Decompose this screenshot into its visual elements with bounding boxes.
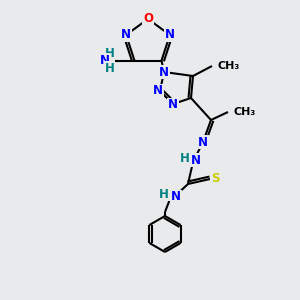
Text: N: N [100,54,110,67]
Text: H: H [180,152,190,164]
Text: N: N [165,28,175,41]
Text: N: N [121,28,131,41]
Text: CH₃: CH₃ [234,107,256,117]
Text: N: N [171,190,181,203]
Text: O: O [143,13,153,26]
Text: S: S [211,172,219,185]
Text: CH₃: CH₃ [218,61,240,71]
Text: N: N [191,154,201,166]
Text: N: N [198,136,208,148]
Text: N: N [168,98,178,112]
Text: H: H [104,47,114,60]
Text: N: N [159,65,169,79]
Text: H: H [159,188,169,200]
Text: N: N [153,85,163,98]
Text: H: H [104,62,114,75]
